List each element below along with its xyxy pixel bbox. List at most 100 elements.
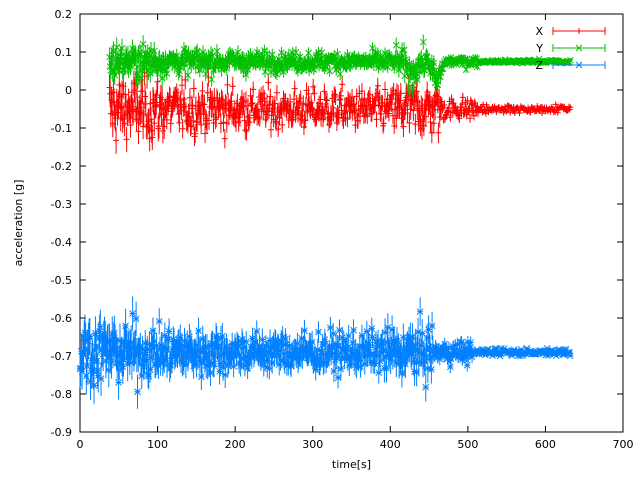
marker <box>398 53 405 61</box>
marker <box>377 52 384 59</box>
marker <box>200 347 208 355</box>
marker <box>111 337 119 345</box>
marker <box>315 49 322 56</box>
marker <box>473 55 480 62</box>
marker <box>292 48 300 56</box>
marker <box>129 310 136 317</box>
marker <box>234 48 242 56</box>
marker <box>178 342 186 350</box>
x-tick-label: 600 <box>535 438 556 451</box>
marker <box>305 49 312 57</box>
x-tick-label: 200 <box>225 438 246 451</box>
marker <box>149 327 157 335</box>
y-tick-label: -0.2 <box>51 160 72 173</box>
marker <box>95 335 103 342</box>
marker <box>164 345 172 353</box>
marker <box>311 60 318 68</box>
marker <box>402 56 409 64</box>
marker <box>175 67 183 75</box>
marker <box>297 56 304 64</box>
marker <box>179 60 187 68</box>
marker <box>269 57 277 65</box>
marker <box>132 343 139 351</box>
marker <box>173 52 181 60</box>
marker <box>375 64 382 72</box>
x-axis-title: time[s] <box>332 458 371 471</box>
marker <box>81 329 89 337</box>
marker <box>351 53 359 60</box>
x-tick-label: 400 <box>380 438 401 451</box>
series-Z <box>76 296 574 409</box>
y-tick-label: -0.9 <box>51 426 72 439</box>
marker <box>96 323 104 331</box>
marker <box>139 40 147 48</box>
y-tick-label: -0.4 <box>51 236 72 249</box>
marker <box>113 43 121 51</box>
marker <box>122 322 129 330</box>
marker <box>176 334 184 342</box>
y-tick-label: -0.3 <box>51 198 72 211</box>
marker <box>566 58 573 66</box>
marker <box>78 368 86 375</box>
marker <box>208 76 216 83</box>
marker <box>213 47 221 55</box>
marker <box>162 66 170 74</box>
marker <box>200 61 208 69</box>
marker <box>147 354 155 362</box>
marker <box>535 57 542 65</box>
marker <box>120 356 127 363</box>
marker <box>94 372 102 379</box>
marker <box>296 53 304 61</box>
y-tick-label: 0.1 <box>55 46 73 59</box>
marker <box>116 337 124 344</box>
x-tick-label: 0 <box>77 438 84 451</box>
marker <box>186 333 193 341</box>
series-Y <box>106 34 574 98</box>
marker <box>257 55 265 62</box>
marker <box>199 335 207 343</box>
marker <box>153 342 160 350</box>
marker <box>400 46 408 54</box>
marker <box>402 58 410 66</box>
marker <box>223 65 231 72</box>
marker <box>138 74 146 82</box>
y-axis-title: acceleration [g] <box>12 180 25 267</box>
marker <box>92 343 100 351</box>
marker <box>268 51 276 58</box>
marker <box>270 59 278 67</box>
marker <box>318 49 326 57</box>
marker <box>167 357 175 365</box>
y-tick-label: -0.1 <box>51 122 72 135</box>
marker <box>145 372 153 380</box>
marker <box>326 67 334 75</box>
marker <box>390 64 398 72</box>
marker <box>106 353 114 360</box>
marker <box>415 68 423 76</box>
marker <box>385 51 393 58</box>
marker <box>423 52 430 60</box>
marker <box>437 73 444 81</box>
marker <box>83 362 91 370</box>
marker <box>93 357 101 365</box>
marker <box>434 81 442 89</box>
marker <box>96 328 103 335</box>
marker <box>346 62 354 70</box>
marker <box>133 72 140 80</box>
y-tick-label: -0.5 <box>51 274 72 287</box>
marker <box>334 50 341 58</box>
marker <box>311 63 319 70</box>
marker <box>147 47 155 55</box>
marker <box>175 339 183 346</box>
marker <box>278 49 285 57</box>
marker <box>86 332 94 340</box>
marker <box>336 70 344 78</box>
marker <box>82 372 90 380</box>
marker <box>135 72 143 80</box>
marker <box>156 66 164 73</box>
marker <box>119 363 127 371</box>
marker <box>345 56 353 63</box>
x-tick-label: 300 <box>302 438 323 451</box>
marker <box>275 55 283 63</box>
